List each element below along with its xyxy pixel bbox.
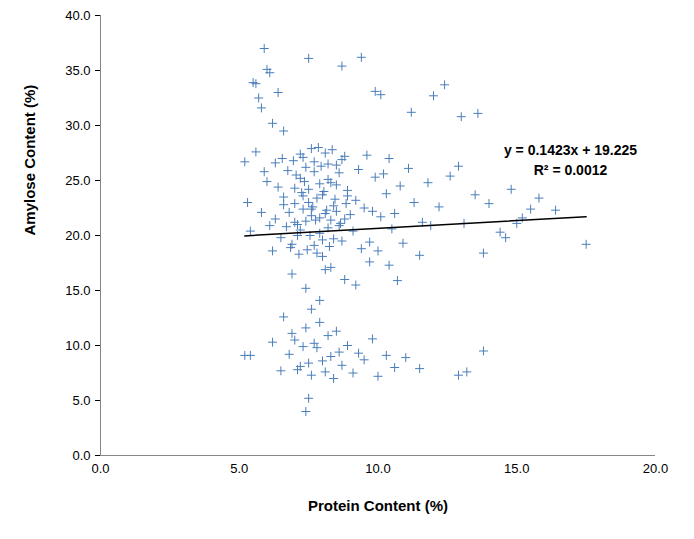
svg-text:20.0: 20.0 (65, 228, 90, 243)
svg-text:y = 0.1423x + 19.225: y = 0.1423x + 19.225 (504, 142, 637, 158)
svg-text:35.0: 35.0 (65, 63, 90, 78)
svg-text:Protein Content (%): Protein Content (%) (308, 497, 448, 514)
svg-text:5.0: 5.0 (230, 461, 248, 476)
svg-text:5.0: 5.0 (72, 393, 90, 408)
svg-text:40.0: 40.0 (65, 8, 90, 23)
svg-text:15.0: 15.0 (65, 283, 90, 298)
svg-text:15.0: 15.0 (504, 461, 529, 476)
svg-text:25.0: 25.0 (65, 173, 90, 188)
svg-text:20.0: 20.0 (643, 461, 668, 476)
svg-text:Amylose Content (%): Amylose Content (%) (21, 85, 38, 236)
svg-text:0.0: 0.0 (72, 448, 90, 463)
svg-text:0.0: 0.0 (91, 461, 109, 476)
svg-text:10.0: 10.0 (65, 338, 90, 353)
svg-text:R² = 0.0012: R² = 0.0012 (534, 162, 608, 178)
svg-text:30.0: 30.0 (65, 118, 90, 133)
svg-text:10.0: 10.0 (365, 461, 390, 476)
